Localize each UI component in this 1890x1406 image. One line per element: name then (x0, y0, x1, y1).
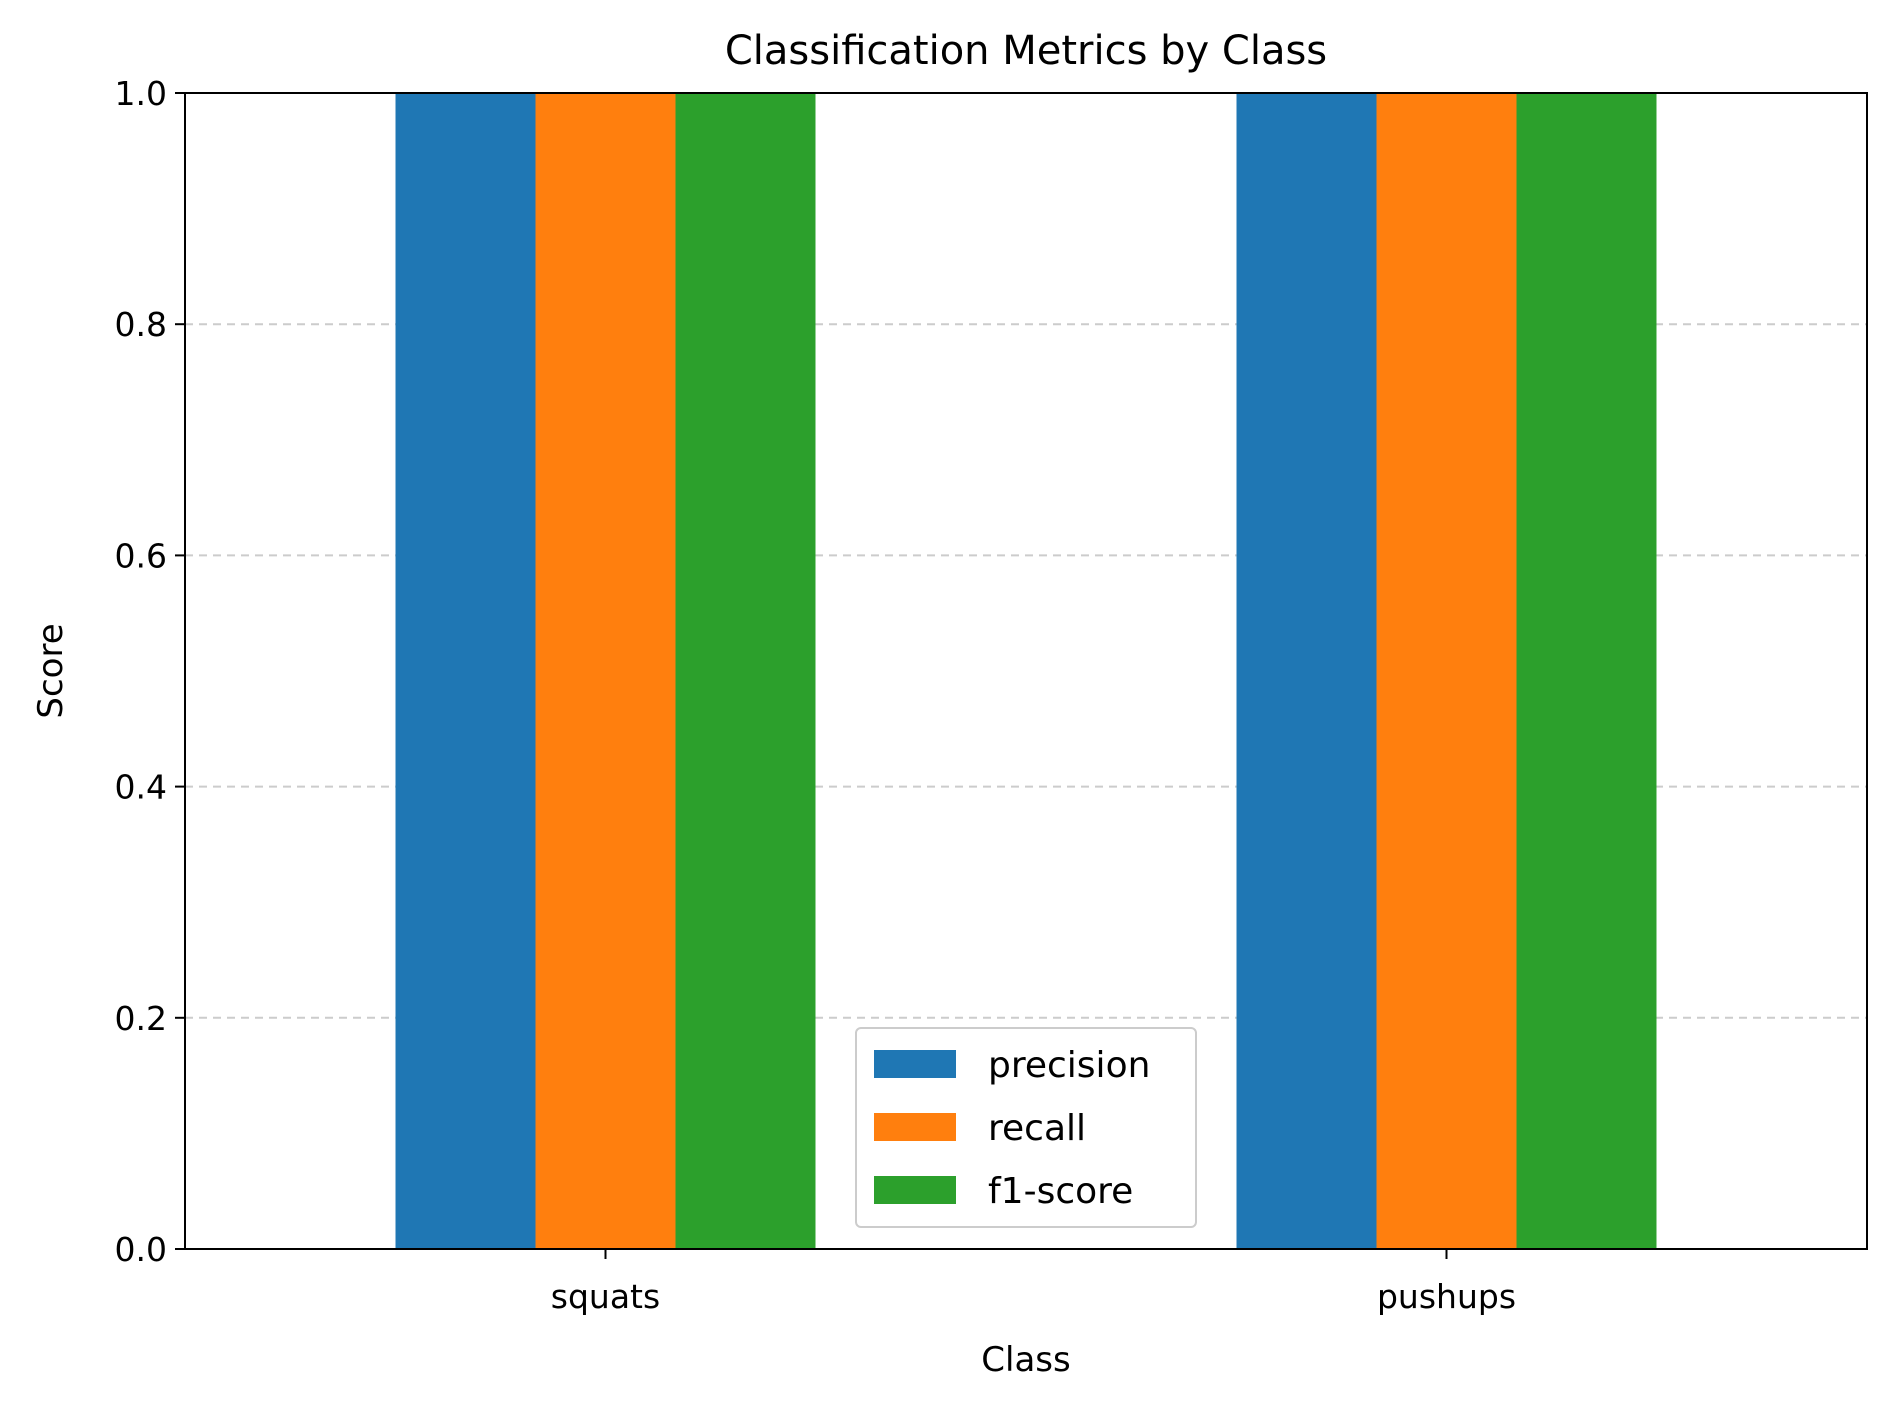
legend-swatch-precision (874, 1050, 956, 1078)
legend-swatch-f1-score (874, 1176, 956, 1204)
bar-precision-pushups (1236, 93, 1377, 1249)
legend-label-recall: recall (988, 1108, 1086, 1149)
bar-f1-score-squats (675, 93, 816, 1249)
bar-precision-squats (395, 93, 536, 1249)
legend-label-precision: precision (988, 1045, 1150, 1086)
y-tick-label: 0.4 (115, 768, 167, 807)
x-tick-label: squats (551, 1277, 660, 1316)
x-tick-label: pushups (1377, 1277, 1516, 1316)
x-axis: squats pushups (551, 1249, 1516, 1316)
legend-label-f1-score: f1-score (988, 1171, 1133, 1212)
chart-title: Classification Metrics by Class (725, 28, 1327, 74)
y-axis: 0.0 0.2 0.4 0.6 0.8 1.0 (115, 74, 185, 1269)
bars (395, 93, 1657, 1249)
legend-swatch-recall (874, 1113, 956, 1141)
y-tick-label: 0.6 (115, 536, 167, 575)
y-tick-label: 0.0 (115, 1230, 167, 1269)
y-tick-label: 1.0 (115, 74, 167, 113)
y-tick-label: 0.2 (115, 999, 167, 1038)
legend: precision recall f1-score (855, 1027, 1197, 1228)
y-tick-label: 0.8 (115, 305, 167, 344)
bar-f1-score-pushups (1516, 93, 1657, 1249)
bar-recall-squats (535, 93, 676, 1249)
x-axis-label: Class (981, 1340, 1070, 1380)
bar-recall-pushups (1376, 93, 1517, 1249)
plot-frame (184, 92, 1868, 1250)
y-axis-label: Score (31, 623, 71, 718)
